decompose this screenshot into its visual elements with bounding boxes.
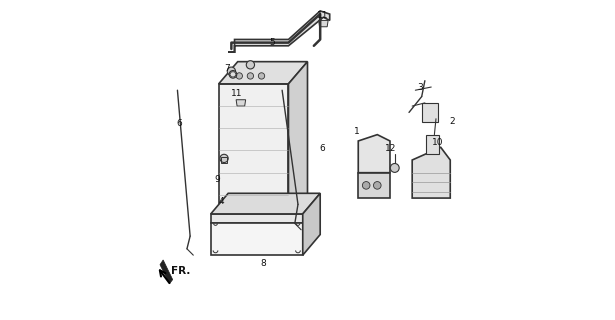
Polygon shape <box>426 135 439 154</box>
Circle shape <box>220 154 228 163</box>
Polygon shape <box>422 103 437 122</box>
Circle shape <box>362 181 370 189</box>
Text: 9: 9 <box>214 174 220 184</box>
Text: 2: 2 <box>450 117 455 126</box>
Polygon shape <box>359 173 390 198</box>
Text: 6: 6 <box>319 144 325 153</box>
Text: 5: 5 <box>270 38 276 47</box>
Polygon shape <box>236 100 245 106</box>
Text: FR.: FR. <box>171 266 190 276</box>
Circle shape <box>391 164 399 172</box>
Polygon shape <box>303 193 320 255</box>
Text: 12: 12 <box>385 144 396 153</box>
Polygon shape <box>211 193 320 214</box>
Circle shape <box>246 61 255 69</box>
Circle shape <box>228 67 236 75</box>
Polygon shape <box>359 135 390 173</box>
Text: 11: 11 <box>317 11 328 20</box>
Polygon shape <box>219 84 288 217</box>
Circle shape <box>229 70 237 78</box>
Polygon shape <box>288 62 308 217</box>
Polygon shape <box>412 147 450 198</box>
Text: 7: 7 <box>224 63 231 73</box>
Polygon shape <box>160 260 173 284</box>
Text: 1: 1 <box>354 127 360 136</box>
Text: 4: 4 <box>218 197 224 206</box>
Text: 10: 10 <box>432 138 444 147</box>
Polygon shape <box>319 20 328 27</box>
Text: 3: 3 <box>417 83 423 92</box>
Text: 8: 8 <box>261 259 266 268</box>
Circle shape <box>247 73 253 79</box>
Circle shape <box>236 73 242 79</box>
Polygon shape <box>211 214 303 223</box>
Polygon shape <box>230 72 236 77</box>
Circle shape <box>373 181 381 189</box>
Polygon shape <box>219 62 308 84</box>
Text: 6: 6 <box>176 119 182 128</box>
Circle shape <box>258 73 264 79</box>
Polygon shape <box>211 223 303 255</box>
Text: 11: 11 <box>231 89 243 98</box>
Polygon shape <box>228 11 330 52</box>
